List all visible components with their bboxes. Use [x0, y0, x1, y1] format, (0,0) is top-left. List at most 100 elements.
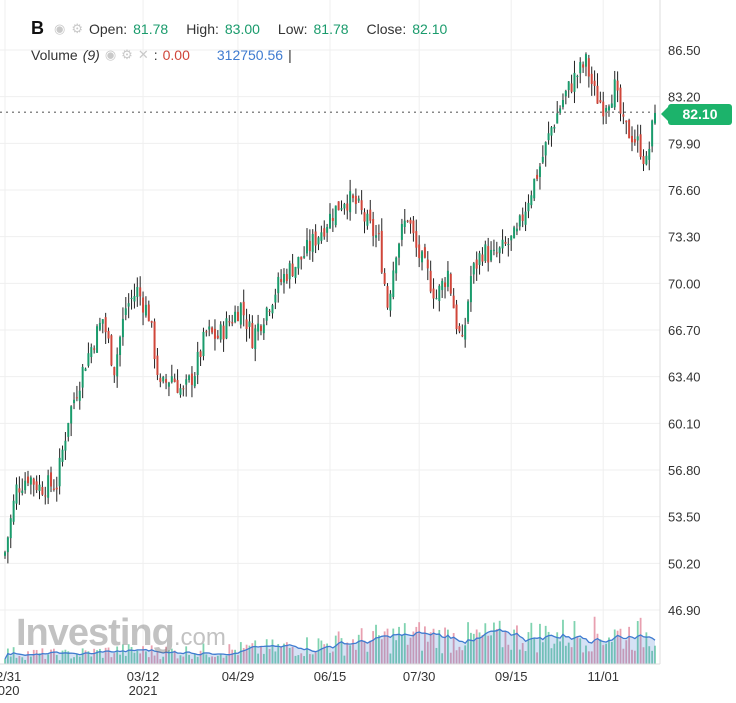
volume-bar: [386, 628, 389, 664]
volume-bar: [122, 644, 124, 664]
high-value: 83.00: [224, 20, 260, 37]
candle-body: [84, 368, 87, 371]
volume-bar: [334, 635, 337, 664]
volume-bar: [55, 654, 58, 664]
volume-bar: [610, 641, 613, 664]
candle-body: [590, 73, 593, 84]
candle-body: [294, 266, 297, 278]
gear-icon[interactable]: ⚙: [71, 20, 83, 36]
candle-body: [628, 120, 631, 139]
volume-bar: [518, 649, 521, 664]
candle-body: [317, 237, 320, 245]
volume-bar: [147, 657, 150, 664]
volume-bar: [418, 622, 421, 664]
volume-bar: [294, 655, 297, 664]
candle-body: [199, 351, 202, 357]
candle-body: [441, 280, 444, 291]
candle-body: [582, 64, 585, 68]
candle-body: [27, 476, 30, 484]
volume-bar: [303, 656, 306, 664]
close-icon[interactable]: ✕: [137, 47, 149, 62]
volume-bar: [536, 652, 538, 664]
volume-bar: [257, 653, 259, 664]
volume-bar: [449, 652, 452, 664]
volume-bar: [343, 655, 346, 664]
volume-bar: [541, 642, 544, 664]
volume-bar: [168, 650, 170, 664]
volume-bar: [498, 620, 501, 664]
y-tick-label: 50.20: [668, 556, 701, 571]
eye-icon[interactable]: ◉: [54, 20, 66, 36]
candle-body: [50, 472, 53, 487]
candle-body: [73, 399, 76, 404]
candle-body: [550, 127, 553, 136]
investing-logo: Investing.com: [16, 612, 226, 654]
volume-bar: [24, 659, 27, 664]
volume-bar: [357, 634, 360, 664]
candle-body: [326, 226, 329, 233]
volume-bar: [262, 653, 265, 664]
candle-body: [44, 495, 47, 497]
candle-body: [271, 305, 274, 314]
gear-icon[interactable]: ⚙: [121, 47, 133, 62]
candle-body: [372, 219, 375, 236]
volume-value: 0.00: [162, 47, 190, 63]
candle-body: [274, 294, 277, 303]
candle-body: [144, 304, 147, 316]
volume-bar: [274, 651, 277, 664]
candle-body: [32, 478, 35, 485]
volume-bar: [567, 642, 570, 664]
volume-bar: [107, 647, 110, 664]
volume-bar: [628, 626, 631, 664]
volume-bar: [349, 645, 352, 664]
candle-body: [288, 263, 291, 280]
volume-bar: [136, 650, 139, 664]
candle-body: [225, 318, 228, 339]
volume-bar: [150, 645, 153, 664]
candle-body: [395, 257, 398, 274]
candle-body: [173, 378, 176, 383]
volume-bar: [76, 653, 78, 664]
volume-bar: [495, 629, 498, 664]
candle-body: [398, 243, 401, 258]
candle-body: [587, 58, 590, 77]
volume-bar: [104, 647, 107, 664]
candle-body: [458, 325, 461, 332]
volume-bar: [375, 624, 377, 664]
volume-bar: [346, 642, 349, 664]
candle-body: [314, 231, 317, 246]
volume-bar: [605, 643, 608, 664]
volume-bar: [401, 635, 403, 664]
y-tick-label: 83.20: [668, 90, 701, 105]
eye-icon[interactable]: ◉: [104, 47, 117, 62]
candle-body: [18, 488, 21, 493]
candle-body: [544, 142, 547, 156]
candle-body: [536, 174, 539, 179]
volume-bar: [470, 632, 472, 664]
volume-bar: [41, 648, 44, 664]
candle-body: [403, 220, 406, 228]
candle-body: [530, 195, 533, 206]
candle-body: [418, 244, 421, 259]
candle-body: [93, 348, 96, 350]
volume-bar: [331, 651, 334, 664]
volume-bar: [162, 656, 165, 664]
volume-bar: [619, 628, 622, 664]
volume-bar: [530, 622, 533, 664]
candle-body: [127, 303, 130, 307]
volume-bar: [113, 653, 116, 664]
candle-body: [605, 107, 608, 113]
candle-body: [366, 213, 369, 226]
volume-bar: [311, 654, 314, 664]
candle-body: [205, 331, 208, 333]
candle-body: [265, 307, 268, 321]
candle-body: [501, 239, 504, 249]
candle-body: [136, 286, 139, 297]
volume-bar: [608, 637, 610, 664]
volume-bar: [176, 658, 179, 664]
candle-body: [343, 204, 346, 209]
volume-bar: [559, 641, 561, 664]
candle-body: [58, 457, 61, 487]
